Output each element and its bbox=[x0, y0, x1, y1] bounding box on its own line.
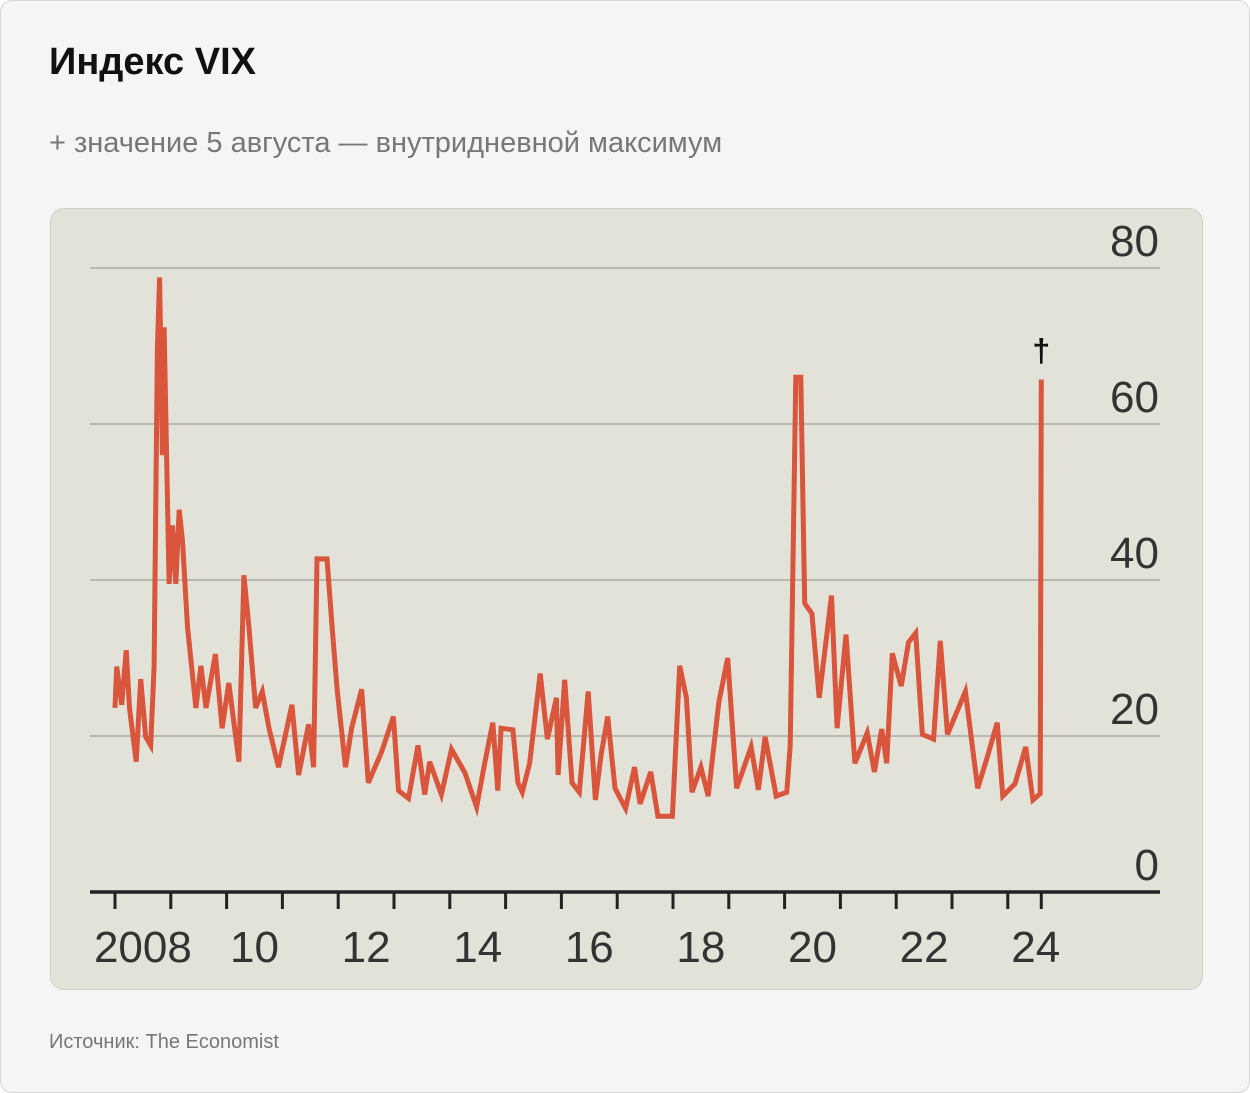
x-tick-label-20: 20 bbox=[788, 923, 837, 972]
chart-subtitle: + значение 5 августа — внутридневной мак… bbox=[49, 127, 723, 159]
y-tick-label-60: 60 bbox=[1110, 373, 1159, 422]
chart-panel: 0 20 40 60 80 2008 10 12 14 16 18 20 22 24 † bbox=[50, 208, 1203, 990]
source-note: Источник: The Economist bbox=[49, 1031, 279, 1053]
x-tick-label-24: 24 bbox=[1011, 923, 1060, 972]
dagger-annotation-marker: † bbox=[1032, 333, 1050, 369]
y-tick-label-0: 0 bbox=[1135, 841, 1159, 890]
x-tick-label-22: 22 bbox=[900, 923, 949, 972]
x-tick-label-14: 14 bbox=[453, 923, 502, 972]
y-tick-label-80: 80 bbox=[1110, 217, 1159, 266]
x-tick-label-16: 16 bbox=[565, 923, 614, 972]
x-tick-label-2008: 2008 bbox=[94, 923, 192, 972]
chart-title: Индекс VIX bbox=[49, 41, 256, 83]
y-tick-label-20: 20 bbox=[1110, 685, 1159, 734]
x-tick-label-18: 18 bbox=[676, 923, 725, 972]
x-tick-label-12: 12 bbox=[342, 923, 391, 972]
x-tick-label-10: 10 bbox=[230, 923, 279, 972]
vix-line-chart: 0 20 40 60 80 2008 10 12 14 16 18 20 22 24 † bbox=[90, 217, 1160, 972]
y-tick-label-40: 40 bbox=[1110, 529, 1159, 578]
